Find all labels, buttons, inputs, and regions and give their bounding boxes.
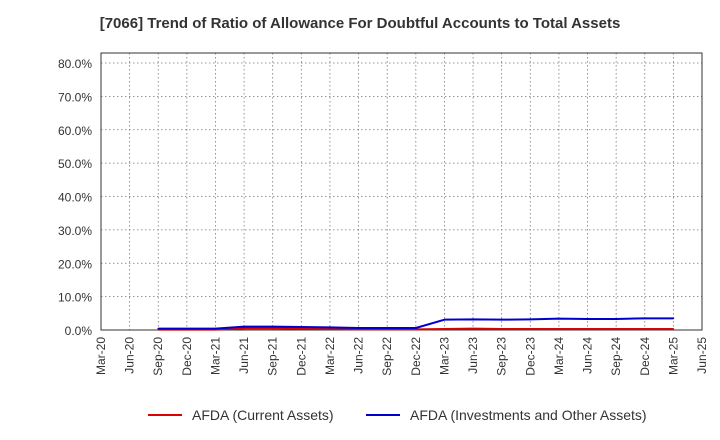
x-tick-label: Dec-23 bbox=[523, 337, 537, 376]
data-point-0 bbox=[529, 328, 532, 330]
data-point-0 bbox=[271, 327, 274, 330]
legend-swatch-current-assets bbox=[148, 414, 182, 416]
x-tick-label: Jun-24 bbox=[581, 337, 595, 374]
y-tick-label: 0.0% bbox=[65, 324, 93, 338]
grid-layer bbox=[101, 53, 702, 330]
x-tick-label: Mar-20 bbox=[94, 337, 108, 375]
x-tick-label: Jun-25 bbox=[695, 337, 709, 374]
x-tick-label: Dec-21 bbox=[294, 337, 308, 376]
y-tick-label: 10.0% bbox=[58, 291, 92, 305]
data-point-1 bbox=[472, 318, 474, 321]
data-point-1 bbox=[500, 318, 503, 321]
legend-item-investments-other-assets: AFDA (Investments and Other Assets) bbox=[366, 405, 647, 425]
y-tick-label: 30.0% bbox=[58, 224, 92, 238]
chart-title: [7066] Trend of Ratio of Allowance For D… bbox=[99, 15, 621, 32]
x-tick-label: Jun-23 bbox=[466, 337, 480, 374]
data-point-1 bbox=[243, 325, 245, 328]
x-tick-label: Mar-21 bbox=[208, 337, 222, 375]
data-point-0 bbox=[643, 328, 646, 330]
data-point-1 bbox=[529, 318, 532, 321]
series-line-1 bbox=[158, 317, 674, 330]
data-point-0 bbox=[300, 327, 303, 330]
x-tick-label: Dec-22 bbox=[409, 337, 423, 376]
data-point-1 bbox=[443, 318, 446, 321]
x-tick-label: Dec-24 bbox=[638, 337, 652, 376]
x-tick-label: Jun-21 bbox=[237, 337, 251, 374]
data-point-1 bbox=[415, 327, 417, 329]
data-point-0 bbox=[672, 328, 675, 330]
chart-legend: AFDA (Current Assets) AFDA (Investments … bbox=[0, 405, 720, 425]
x-tick-label: Sep-22 bbox=[380, 337, 394, 376]
data-point-1 bbox=[214, 327, 217, 330]
x-tick-label: Mar-24 bbox=[552, 337, 566, 375]
x-tick-label: Sep-24 bbox=[609, 337, 623, 376]
data-point-0 bbox=[558, 328, 560, 330]
x-tick-label: Mar-22 bbox=[323, 337, 337, 375]
data-point-1 bbox=[672, 317, 675, 320]
data-point-0 bbox=[443, 328, 446, 330]
legend-label-current-assets: AFDA (Current Assets) bbox=[192, 407, 334, 423]
data-point-1 bbox=[157, 327, 160, 330]
y-tick-label: 20.0% bbox=[58, 257, 92, 271]
data-point-0 bbox=[472, 327, 474, 330]
x-tick-label: Mar-23 bbox=[437, 337, 451, 375]
legend-item-current-assets: AFDA (Current Assets) bbox=[148, 405, 334, 425]
data-point-0 bbox=[586, 328, 589, 330]
data-point-1 bbox=[558, 317, 560, 320]
data-point-1 bbox=[300, 326, 303, 328]
x-tick-label: Sep-20 bbox=[151, 337, 165, 376]
data-point-0 bbox=[243, 327, 245, 330]
y-tick-label: 50.0% bbox=[58, 157, 92, 171]
data-point-1 bbox=[586, 318, 589, 320]
data-point-1 bbox=[357, 327, 360, 329]
plot-frame bbox=[100, 52, 703, 331]
y-tick-label: 40.0% bbox=[58, 191, 92, 205]
x-tick-label: Mar-25 bbox=[666, 337, 680, 375]
x-tick-label: Sep-21 bbox=[266, 337, 280, 376]
x-tick-label: Sep-23 bbox=[495, 337, 509, 376]
data-point-0 bbox=[500, 328, 503, 330]
axis-layer bbox=[100, 52, 703, 331]
data-point-1 bbox=[271, 325, 274, 328]
x-tick-label: Jun-20 bbox=[123, 337, 137, 374]
y-tick-label: 80.0% bbox=[58, 57, 92, 71]
data-point-0 bbox=[615, 328, 617, 330]
legend-swatch-investments-other-assets bbox=[366, 414, 400, 416]
label-layer: 0.0% 10.0% 20.0% 30.0% 40.0% 50.0% 60.0% 70.0% 8… bbox=[58, 57, 709, 376]
data-point-1 bbox=[643, 317, 646, 320]
data-point-1 bbox=[386, 327, 388, 329]
legend-label-investments-other-assets: AFDA (Investments and Other Assets) bbox=[410, 407, 647, 423]
y-tick-label: 60.0% bbox=[58, 124, 92, 138]
series-layer bbox=[157, 317, 675, 331]
data-point-0 bbox=[329, 328, 331, 330]
data-point-1 bbox=[615, 318, 617, 320]
data-point-1 bbox=[186, 327, 188, 330]
x-tick-label: Jun-22 bbox=[352, 337, 366, 374]
y-tick-label: 70.0% bbox=[58, 90, 92, 104]
x-tick-label: Dec-20 bbox=[180, 337, 194, 376]
data-point-1 bbox=[329, 326, 331, 329]
